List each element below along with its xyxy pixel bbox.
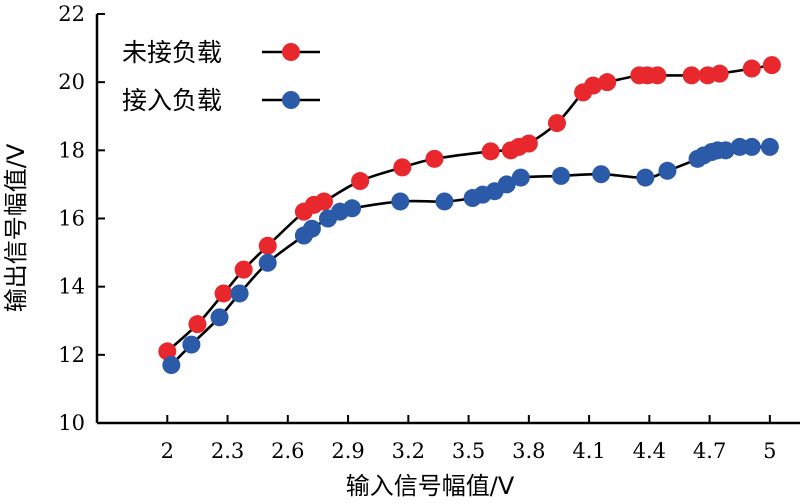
y-tick-label: 16 xyxy=(58,207,85,231)
data-point-2 xyxy=(162,356,181,375)
data-point-2 xyxy=(210,308,229,327)
y-axis-label: 输出信号幅值/V xyxy=(2,143,30,312)
data-point-1 xyxy=(314,192,333,211)
x-tick-label: 3.5 xyxy=(452,439,485,463)
data-point-1 xyxy=(547,114,566,133)
y-tick-label: 22 xyxy=(58,2,85,26)
y-tick-label: 18 xyxy=(58,138,85,162)
series-line-1 xyxy=(166,63,773,353)
data-point-1 xyxy=(158,342,177,361)
data-point-1 xyxy=(393,158,412,177)
series-line-2 xyxy=(170,145,770,367)
legend-marker-2 xyxy=(282,91,300,109)
x-tick-label: 3.2 xyxy=(392,439,425,463)
data-point-1 xyxy=(188,315,207,334)
data-point-2 xyxy=(302,219,321,238)
data-point-1 xyxy=(351,172,370,191)
x-tick-label: 2 xyxy=(161,439,174,463)
x-tick-label: 2.3 xyxy=(211,439,244,463)
data-point-1 xyxy=(742,59,761,78)
data-point-2 xyxy=(258,253,277,272)
data-point-1 xyxy=(214,284,233,303)
data-point-1 xyxy=(234,260,253,279)
data-point-2 xyxy=(658,161,677,180)
legend-label-1: 未接负载 xyxy=(122,38,222,67)
data-point-2 xyxy=(716,141,735,160)
series-curves xyxy=(166,63,773,367)
x-tick-label: 5 xyxy=(763,439,776,463)
data-point-1 xyxy=(710,64,729,83)
y-tick-label: 10 xyxy=(58,411,85,435)
data-point-2 xyxy=(435,192,454,211)
legend-marker-1 xyxy=(282,43,300,61)
x-tick-label: 4.7 xyxy=(693,439,726,463)
data-point-2 xyxy=(182,335,201,354)
series-markers xyxy=(158,56,781,375)
y-tick-label: 14 xyxy=(58,275,85,299)
data-point-1 xyxy=(258,236,277,255)
data-point-1 xyxy=(648,66,667,85)
x-tick-label: 4.4 xyxy=(633,439,666,463)
axes xyxy=(95,13,800,425)
x-axis-label: 输入信号幅值/V xyxy=(346,472,515,500)
data-point-1 xyxy=(481,142,500,161)
data-point-2 xyxy=(636,168,655,187)
data-point-1 xyxy=(584,76,603,95)
data-point-2 xyxy=(391,192,410,211)
data-point-1 xyxy=(598,73,617,92)
data-point-2 xyxy=(230,284,249,303)
data-point-2 xyxy=(742,137,761,156)
x-tick-label: 3.8 xyxy=(512,439,545,463)
data-point-1 xyxy=(762,56,781,75)
y-tick-label: 12 xyxy=(58,343,85,367)
x-tick-label: 2.9 xyxy=(331,439,364,463)
data-point-2 xyxy=(592,165,611,184)
data-point-2 xyxy=(497,175,516,194)
data-point-1 xyxy=(682,66,701,85)
legend-label-2: 接入负载 xyxy=(122,86,222,115)
y-tick-label: 20 xyxy=(58,70,85,94)
data-point-2 xyxy=(343,199,362,218)
data-point-1 xyxy=(519,134,538,153)
x-tick-label: 4.1 xyxy=(572,439,605,463)
data-point-1 xyxy=(425,149,444,168)
data-point-2 xyxy=(551,166,570,185)
data-point-2 xyxy=(511,168,530,187)
x-tick-label: 2.6 xyxy=(271,439,304,463)
data-point-2 xyxy=(760,137,779,156)
